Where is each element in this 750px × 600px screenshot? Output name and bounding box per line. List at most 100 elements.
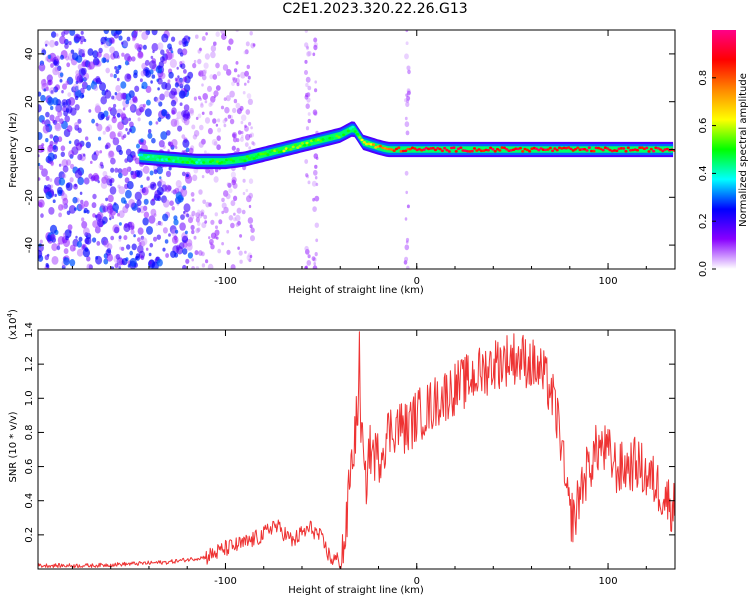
- heatmap-noise-cell: [229, 90, 235, 98]
- heatmap-noise-cell: [232, 137, 238, 143]
- heatmap-noise-cell: [145, 30, 151, 36]
- heatmap-noise-cell: [118, 172, 123, 179]
- heatmap-noise-cell: [41, 82, 49, 92]
- heatmap-noise-cell: [123, 223, 131, 233]
- signal-track-cell: [477, 148, 481, 151]
- heatmap-noise-cell: [134, 191, 142, 201]
- heatmap-noise-cell: [158, 140, 165, 148]
- heatmap-noise-cell: [93, 151, 97, 155]
- heatmap-noise-cell: [124, 73, 132, 82]
- heatmap-noise-cell: [207, 263, 214, 269]
- heatmap-noise-cell: [52, 199, 56, 203]
- heatmap-noise-cell: [58, 163, 62, 167]
- heatmap-noise-cell: [105, 142, 111, 149]
- heatmap-noise-cell: [180, 188, 188, 197]
- heatmap-noise-cell: [174, 77, 178, 82]
- heatmap-streak-cell: [404, 170, 409, 176]
- heatmap-noise-cell: [182, 185, 187, 191]
- heatmap-noise-cell: [167, 185, 172, 192]
- heatmap-noise-cell: [170, 250, 177, 258]
- spectrogram-x-label: Height of straight line (km): [288, 285, 424, 296]
- heatmap-noise-cell: [221, 197, 225, 203]
- heatmap-noise-cell: [195, 116, 199, 120]
- signal-track-cell: [622, 147, 626, 150]
- heatmap-noise-cell: [120, 112, 126, 120]
- heatmap-noise-cell: [66, 210, 71, 216]
- heatmap-noise-cell: [169, 200, 174, 206]
- heatmap-noise-cell: [106, 253, 114, 262]
- signal-track-cell: [275, 148, 279, 152]
- heatmap-noise-cell: [126, 181, 134, 190]
- signal-track-cell: [174, 160, 178, 163]
- heatmap-noise-cell: [236, 82, 240, 87]
- heatmap-streak-cell: [304, 59, 308, 64]
- y-tick-label: 0.8: [24, 424, 35, 440]
- heatmap-streak-cell: [315, 156, 319, 160]
- heatmap-noise-cell: [65, 55, 70, 61]
- heatmap-noise-cell: [117, 184, 121, 189]
- heatmap-streak-cell: [311, 180, 317, 187]
- signal-track-cell: [188, 158, 192, 161]
- spectrogram-x-ticks: -100 0 100: [71, 30, 647, 287]
- heatmap-noise-cell: [247, 80, 250, 84]
- heatmap-streak-cell: [304, 159, 309, 164]
- heatmap-noise-cell: [241, 134, 244, 139]
- heatmap-noise-cell: [117, 65, 122, 71]
- heatmap-noise-cell: [54, 122, 62, 132]
- heatmap-noise-cell: [190, 192, 195, 197]
- heatmap-noise-cell: [81, 217, 85, 222]
- heatmap-noise-cell: [191, 258, 194, 262]
- heatmap-noise-cell: [246, 93, 252, 99]
- signal-track-cell: [337, 136, 341, 139]
- heatmap-noise-cell: [63, 248, 69, 255]
- heatmap-noise-cell: [155, 256, 159, 261]
- heatmap-noise-cell: [132, 34, 137, 40]
- signal-track-cell: [626, 146, 630, 150]
- heatmap-streak-cell: [313, 44, 318, 51]
- heatmap-noise-cell: [243, 50, 247, 55]
- heatmap-noise-cell: [118, 235, 122, 240]
- heatmap-streak-cell: [312, 197, 315, 202]
- heatmap-noise-cell: [77, 176, 84, 186]
- heatmap-noise-cell: [216, 71, 221, 77]
- signal-track-cell: [234, 157, 238, 161]
- heatmap-streak-cell: [404, 217, 408, 221]
- heatmap-noise-cell: [209, 242, 213, 246]
- heatmap-streak-cell: [314, 252, 318, 257]
- heatmap-noise-cell: [143, 211, 150, 219]
- heatmap-noise-cell: [230, 200, 236, 207]
- heatmap-noise-cell: [139, 78, 143, 83]
- signal-track-cell: [665, 147, 669, 151]
- heatmap-noise-cell: [168, 71, 174, 79]
- heatmap-noise-cell: [61, 264, 66, 269]
- heatmap-noise-cell: [91, 153, 98, 161]
- heatmap-noise-cell: [161, 33, 169, 43]
- heatmap-noise-cell: [121, 41, 124, 45]
- heatmap-noise-cell: [88, 109, 92, 113]
- signal-track-cell: [156, 158, 160, 161]
- heatmap-noise-cell: [74, 183, 77, 187]
- heatmap-noise-cell: [68, 41, 72, 46]
- heatmap-noise-cell: [162, 213, 169, 222]
- heatmap-streak-cell: [307, 112, 311, 116]
- heatmap-noise-cell: [124, 60, 129, 66]
- heatmap-noise-cell: [171, 190, 174, 194]
- heatmap-noise-cell: [75, 70, 80, 76]
- heatmap-noise-cell: [45, 263, 49, 267]
- heatmap-noise-cell: [200, 103, 204, 108]
- heatmap-noise-cell: [42, 124, 50, 134]
- signal-track-cell: [569, 147, 573, 151]
- heatmap-noise-cell: [227, 45, 231, 51]
- heatmap-noise-cell: [185, 147, 190, 153]
- heatmap-noise-cell: [76, 241, 82, 248]
- heatmap-noise-cell: [136, 199, 142, 207]
- signal-track-cell: [298, 144, 302, 148]
- heatmap-noise-cell: [237, 220, 241, 226]
- heatmap-noise-cell: [125, 99, 130, 105]
- signal-track-cell: [355, 132, 360, 136]
- heatmap-noise-cell: [106, 124, 113, 131]
- heatmap-streak-cell: [406, 99, 410, 103]
- heatmap-streak-cell: [405, 30, 409, 33]
- x-tick-label: 100: [599, 276, 618, 287]
- heatmap-noise-cell: [129, 104, 137, 113]
